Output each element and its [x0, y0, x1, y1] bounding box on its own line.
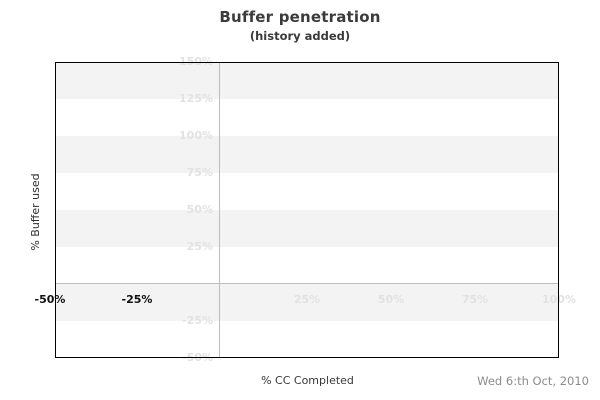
x-tick-label: 50% — [377, 293, 405, 306]
y-tick-label: 25% — [186, 240, 213, 253]
date-label: Wed 6:th Oct, 2010 — [477, 374, 589, 388]
y-tick-label: 150% — [179, 55, 213, 68]
zero-line-horizontal — [55, 283, 559, 284]
x-tick-label: 75% — [461, 293, 489, 306]
y-tick-label: -50% — [182, 351, 213, 364]
chart-title: Buffer penetration — [219, 8, 381, 26]
y-tick-label: -25% — [182, 314, 213, 327]
y-axis-title: % Buffer used — [29, 173, 42, 251]
x-axis-title: % CC Completed — [261, 374, 354, 387]
y-tick-label: 75% — [186, 166, 213, 179]
x-tick-label: 100% — [542, 293, 576, 306]
zero-line-vertical — [219, 62, 220, 358]
y-tick-label: 100% — [179, 129, 213, 142]
x-tick-label: -25% — [121, 293, 153, 306]
x-tick-label: -50% — [34, 293, 66, 306]
plot-border — [55, 62, 559, 358]
y-tick-label: 125% — [179, 92, 213, 105]
x-tick-label: 25% — [293, 293, 321, 306]
y-tick-label: 50% — [186, 203, 213, 216]
chart-subtitle: (history added) — [249, 29, 351, 43]
plot-area: 150% 125% 100% 75% 50% 25% -25% -50% -50… — [35, 55, 576, 364]
